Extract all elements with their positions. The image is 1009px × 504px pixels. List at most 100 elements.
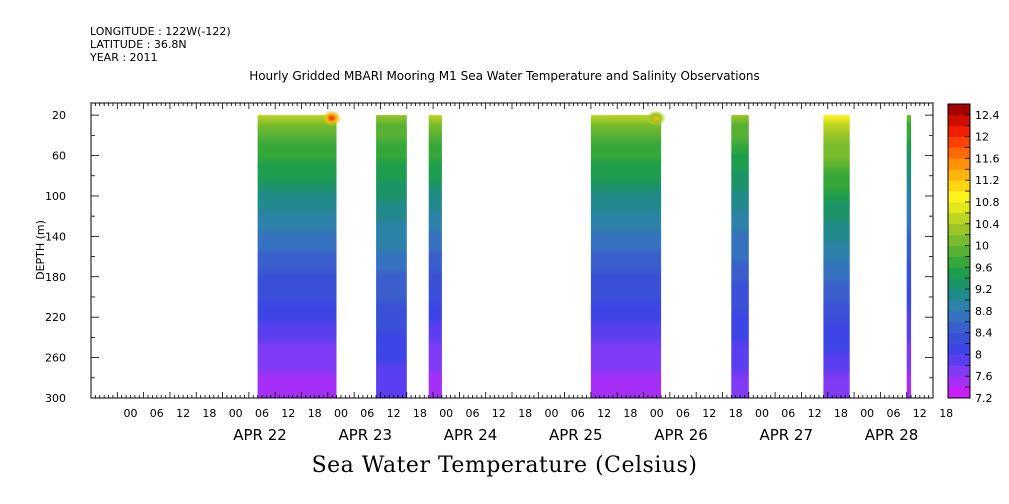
- x-hour-label: 12: [702, 407, 716, 420]
- x-hour-label: 00: [650, 407, 664, 420]
- x-hour-label: 00: [755, 407, 769, 420]
- colorbar-label: 11.2: [975, 174, 1000, 187]
- y-tick-label: 100: [45, 190, 66, 203]
- warm-spot: [321, 110, 342, 127]
- colorbar-band: [948, 376, 970, 388]
- colorbar-band: [948, 104, 970, 116]
- colorbar-label: 8.4: [975, 327, 993, 340]
- y-tick-label: 20: [52, 109, 66, 122]
- y-tick-label: 260: [45, 352, 66, 365]
- x-hour-label: 12: [913, 407, 927, 420]
- colorbar-band: [948, 212, 970, 225]
- colorbar-band: [948, 245, 970, 257]
- colorbar-band: [948, 300, 970, 312]
- y-axis-label: DEPTH (m): [34, 220, 47, 280]
- y-tick-label: 220: [45, 311, 66, 324]
- x-hour-label: 12: [387, 407, 401, 420]
- y-tick-label: 180: [45, 271, 66, 284]
- observation-block: [376, 115, 407, 398]
- x-day-label: APR 24: [444, 426, 498, 444]
- colorbar-frame: [947, 103, 971, 399]
- colorbar-band: [948, 191, 970, 203]
- colorbar-band: [948, 202, 970, 214]
- colorbar-label: 7.2: [975, 392, 993, 405]
- chart-title: Hourly Gridded MBARI Mooring M1 Sea Wate…: [249, 69, 760, 83]
- y-tick-label: 140: [45, 230, 66, 243]
- x-hour-label: 06: [466, 407, 480, 420]
- x-hour-label: 06: [781, 407, 795, 420]
- year-label: YEAR : 2011: [90, 51, 158, 64]
- x-hour-label: 00: [545, 407, 559, 420]
- x-hour-label: 18: [202, 407, 216, 420]
- x-hour-label: 12: [176, 407, 190, 420]
- colorbar-band: [948, 147, 970, 159]
- colorbar-band: [948, 387, 970, 399]
- variable-title: Sea Water Temperature (Celsius): [311, 453, 698, 478]
- colorbar-label: 12: [975, 131, 989, 144]
- x-hour-label: 18: [939, 407, 953, 420]
- x-hour-label: 06: [676, 407, 690, 420]
- y-tick-label: 60: [52, 150, 66, 163]
- x-hour-label: 00: [334, 407, 348, 420]
- observation-block: [257, 115, 337, 398]
- observation-block: [428, 115, 442, 398]
- colorbar-band: [948, 289, 970, 301]
- x-hour-label: 18: [308, 407, 322, 420]
- colorbar-label: 8: [975, 348, 982, 361]
- plot-frame: [90, 102, 934, 399]
- x-day-label: APR 26: [654, 426, 708, 444]
- x-hour-label: 06: [571, 407, 585, 420]
- x-hour-label: 06: [255, 407, 269, 420]
- colorbar: 7.2 7.6 8 8.4 8.8 9.2 9.6 10 10.4 10.8 11.2 11.6 12 1…: [947, 103, 1000, 405]
- y-tick-label: 300: [45, 392, 66, 405]
- observation-block: [823, 115, 850, 398]
- colorbar-band: [948, 267, 970, 279]
- colorbar-band: [948, 310, 970, 323]
- x-hour-label: 12: [808, 407, 822, 420]
- colorbar-label: 10.8: [975, 196, 1000, 209]
- x-day-label: APR 23: [339, 426, 393, 444]
- x-hour-label: 18: [834, 407, 848, 420]
- colorbar-band: [948, 278, 970, 290]
- x-hour-label: 06: [150, 407, 164, 420]
- x-day-label: APR 28: [865, 426, 919, 444]
- colorbar-band: [948, 321, 970, 333]
- colorbar-band: [948, 343, 970, 355]
- colorbar-band: [948, 169, 970, 181]
- colorbar-band: [948, 136, 970, 148]
- colorbar-label: 11.6: [975, 152, 1000, 165]
- colorbar-label: 8.8: [975, 305, 993, 318]
- x-day-label: APR 25: [549, 426, 603, 444]
- colorbar-band: [948, 256, 970, 268]
- x-hour-label: 18: [729, 407, 743, 420]
- colorbar-band: [948, 114, 970, 127]
- x-hour-label: 18: [518, 407, 532, 420]
- x-hour-label: 12: [597, 407, 611, 420]
- colorbar-band: [948, 223, 970, 235]
- colorbar-band: [948, 354, 970, 366]
- x-hour-label: 00: [860, 407, 874, 420]
- colorbar-label: 10: [975, 240, 989, 253]
- longitude-label: LONGITUDE : 122W(-122): [90, 25, 231, 38]
- x-hour-label: 18: [623, 407, 637, 420]
- colorbar-band: [948, 365, 970, 377]
- colorbar-band: [948, 234, 970, 246]
- x-hour-label: 06: [887, 407, 901, 420]
- observation-block: [731, 115, 749, 398]
- x-hour-label: 00: [124, 407, 138, 420]
- colorbar-band: [948, 332, 970, 344]
- colorbar-label: 9.2: [975, 283, 993, 296]
- x-hour-label: 00: [229, 407, 243, 420]
- warm-spot: [646, 110, 667, 127]
- plot-area: [257, 110, 912, 398]
- colorbar-band: [948, 158, 970, 170]
- x-hour-label: 06: [360, 407, 374, 420]
- x-hour-label: 12: [281, 407, 295, 420]
- x-hour-label: 12: [492, 407, 506, 420]
- axes: 00 06 12 18 00 06 12 18 00 06 12 18 00 06 12 18 00 06 12 18…: [34, 102, 953, 444]
- x-hour-label: 00: [439, 407, 453, 420]
- x-day-label: APR 27: [760, 426, 814, 444]
- colorbar-label: 10.4: [975, 218, 1000, 231]
- x-hour-label: 18: [413, 407, 427, 420]
